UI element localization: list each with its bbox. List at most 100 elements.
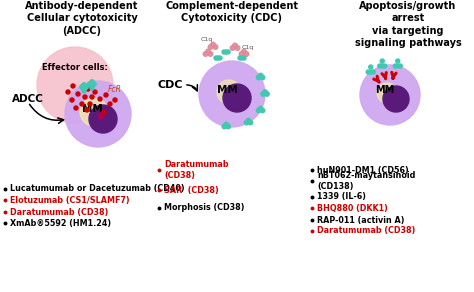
Circle shape [246,118,251,123]
Circle shape [223,84,251,112]
Circle shape [369,70,373,74]
Circle shape [80,85,84,89]
Circle shape [238,56,242,60]
Circle shape [80,98,108,126]
Circle shape [261,92,265,96]
Text: BHQ880 (DKK1): BHQ880 (DKK1) [317,204,388,213]
Text: RAP-011 (activin A): RAP-011 (activin A) [317,215,404,225]
Circle shape [216,56,220,60]
Text: MM: MM [375,85,395,95]
Circle shape [396,59,400,63]
Circle shape [366,70,370,74]
Text: SAR  (CD38): SAR (CD38) [164,185,219,194]
Text: CDC: CDC [157,80,183,90]
Circle shape [82,89,86,93]
Circle shape [240,56,244,60]
Text: Apoptosis/growth
arrest
via targeting
signaling pathways: Apoptosis/growth arrest via targeting si… [355,1,461,48]
Circle shape [242,49,246,54]
Circle shape [226,50,230,54]
Circle shape [263,90,267,94]
Circle shape [260,75,265,80]
Circle shape [82,87,86,91]
Circle shape [235,46,240,50]
Circle shape [213,45,218,49]
Circle shape [242,56,246,60]
Circle shape [208,52,213,56]
Circle shape [85,108,89,112]
Circle shape [90,95,94,99]
Circle shape [224,122,228,127]
Circle shape [104,93,108,97]
Circle shape [65,81,131,147]
Text: nBT062-maytansinoid
(CD138): nBT062-maytansinoid (CD138) [317,171,415,191]
Circle shape [226,124,230,129]
Circle shape [248,120,253,125]
Circle shape [398,64,402,68]
Circle shape [113,98,117,102]
Circle shape [199,61,265,127]
Circle shape [208,45,213,49]
Circle shape [86,87,90,91]
Circle shape [92,82,96,86]
Circle shape [396,64,400,68]
Circle shape [369,65,373,69]
Circle shape [108,102,112,106]
Text: XmAb®5592 (HM1.24): XmAb®5592 (HM1.24) [10,219,111,228]
Text: MM: MM [217,85,237,95]
Circle shape [244,52,249,56]
Text: C1q: C1q [242,44,254,50]
Circle shape [203,52,208,56]
Circle shape [98,113,104,119]
Text: C1q: C1q [201,37,213,43]
Circle shape [90,84,94,88]
Circle shape [222,124,227,129]
Circle shape [371,70,375,74]
Text: Antibody-dependent
Cellular cytotoxicity
(ADCC): Antibody-dependent Cellular cytotoxicity… [25,1,139,36]
Text: Morphosis (CD38): Morphosis (CD38) [164,204,245,213]
Circle shape [360,65,420,125]
Text: huN901-DM1 (CD56): huN901-DM1 (CD56) [317,166,409,175]
Circle shape [222,50,226,54]
Circle shape [258,73,263,78]
Circle shape [258,106,263,111]
Circle shape [218,56,222,60]
Circle shape [206,49,210,54]
Text: Elotuzumab (CS1/SLAMF7): Elotuzumab (CS1/SLAMF7) [10,196,129,205]
Circle shape [76,92,80,96]
Circle shape [211,42,215,47]
Circle shape [383,64,387,68]
Circle shape [102,110,106,114]
Circle shape [82,83,86,87]
Circle shape [37,47,113,123]
Text: Effector cells:: Effector cells: [42,62,108,72]
Circle shape [88,82,92,86]
Circle shape [224,50,228,54]
Circle shape [90,86,94,90]
Circle shape [90,80,94,84]
Circle shape [89,105,117,133]
Circle shape [380,64,384,68]
Circle shape [93,90,97,94]
Circle shape [98,97,102,101]
Circle shape [214,56,218,60]
Circle shape [265,92,269,96]
Circle shape [380,59,384,63]
Circle shape [230,46,235,50]
Text: 1339 (IL-6): 1339 (IL-6) [317,192,366,201]
Circle shape [377,83,397,103]
Circle shape [378,64,382,68]
Circle shape [71,84,75,88]
Text: FcR: FcR [108,86,122,95]
Circle shape [84,85,88,89]
Text: Daratumumab (CD38): Daratumumab (CD38) [317,227,415,236]
Circle shape [393,64,397,68]
Circle shape [233,43,237,48]
Circle shape [80,102,84,106]
Circle shape [83,95,87,99]
Circle shape [260,108,265,113]
Text: ADCC: ADCC [12,94,44,104]
Circle shape [66,90,70,94]
Text: MM: MM [82,104,102,114]
Circle shape [383,86,409,112]
Circle shape [74,106,78,110]
